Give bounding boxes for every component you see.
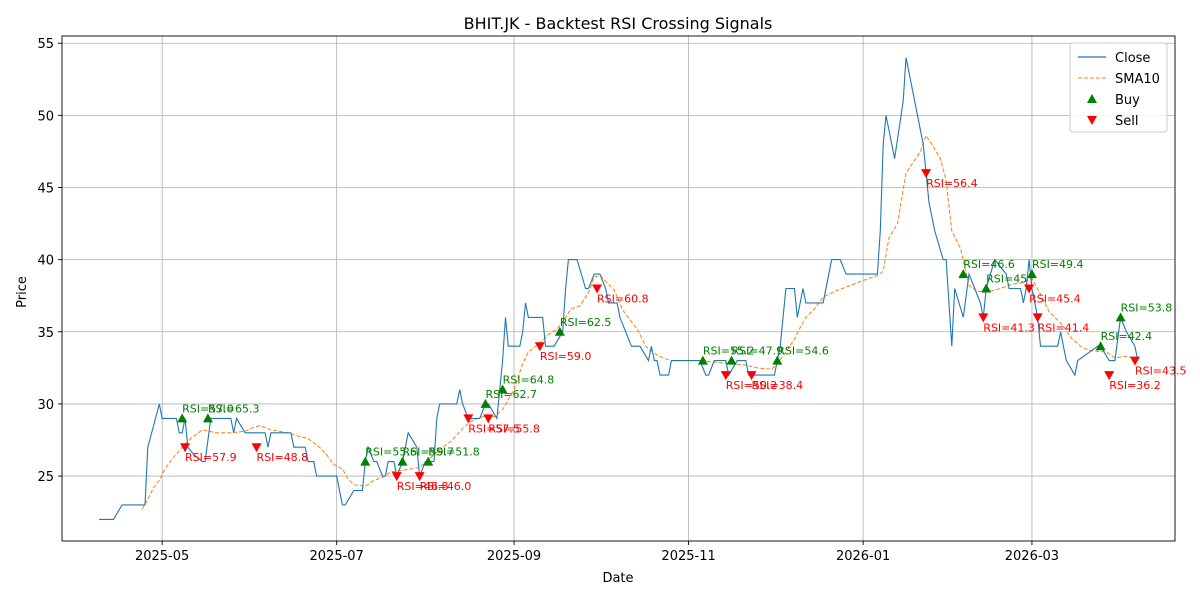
buy-signal-label: RSI=42.4	[1101, 330, 1153, 343]
sell-signal-marker	[463, 414, 474, 424]
buy-signal-label: RSI=62.7	[485, 388, 537, 401]
buy-signal-marker	[726, 355, 737, 365]
buy-signal-marker	[423, 456, 434, 466]
buy-signal-label: RSI=65.3	[208, 402, 260, 415]
legend-label-sma10: SMA10	[1115, 72, 1160, 87]
buy-signal-marker	[1026, 269, 1037, 279]
sell-signal-marker	[251, 443, 262, 453]
buy-signal-marker	[360, 456, 371, 466]
legend-buy-swatch	[1087, 94, 1097, 103]
x-tick-label: 2025-11	[661, 549, 715, 564]
buy-signal-label: RSI=59.7	[402, 446, 454, 459]
y-tick-label: 30	[37, 398, 54, 413]
sell-signal-marker	[592, 284, 603, 294]
sell-signal-label: RSI=46.0	[420, 480, 472, 493]
sell-signal-marker	[1129, 356, 1140, 366]
buy-signal-label: RSI=46.6	[963, 258, 1015, 271]
sell-signal-label: RSI=57.5	[468, 422, 520, 435]
sell-signal-label: RSI=57.9	[185, 451, 237, 464]
x-tick-label: 2025-05	[135, 549, 189, 564]
y-tick-label: 35	[37, 326, 54, 341]
close-price-line	[99, 57, 1139, 520]
buy-signal-label: RSI=55.2	[703, 345, 755, 358]
sma10-line	[141, 134, 1138, 510]
x-tick-label: 2025-07	[310, 549, 364, 564]
buy-signal-label: RSI=57.0	[182, 402, 234, 415]
sell-signal-marker	[1104, 371, 1115, 381]
buy-signal-marker	[958, 269, 969, 279]
sell-signal-label: RSI=50.2	[726, 379, 778, 392]
y-tick-label: 55	[37, 37, 54, 52]
buy-signal-label: RSI=64.8	[503, 374, 555, 387]
legend-label-sell: Sell	[1115, 114, 1138, 129]
legend-sell-swatch	[1087, 116, 1097, 125]
buy-signal-marker	[772, 355, 783, 365]
buy-signal-label: RSI=53.8	[1121, 301, 1173, 314]
sell-signal-label: RSI=43.5	[1135, 365, 1187, 378]
sell-signal-marker	[414, 472, 425, 482]
buy-signal-marker	[497, 384, 508, 394]
buy-signal-marker	[397, 456, 408, 466]
sell-signal-label: RSI=60.8	[597, 293, 649, 306]
x-tick-label: 2026-03	[1005, 549, 1059, 564]
y-tick-label: 50	[37, 109, 54, 124]
sell-signal-label: RSI=55.8	[488, 422, 540, 435]
buy-signal-marker	[1095, 341, 1106, 351]
sell-signal-label: RSI=46.8	[397, 480, 449, 493]
y-tick-label: 45	[37, 182, 54, 197]
plot-frame	[61, 35, 1176, 542]
sell-signal-marker	[534, 342, 545, 352]
buy-signal-label: RSI=55.6	[365, 446, 417, 459]
legend-box	[1069, 42, 1168, 133]
sell-signal-label: RSI=45.4	[1029, 293, 1081, 306]
buy-signal-label: RSI=54.6	[777, 345, 829, 358]
y-tick-label: 25	[37, 470, 54, 485]
x-tick-label: 2025-09	[487, 549, 541, 564]
sell-signal-marker	[720, 371, 731, 381]
buy-signal-marker	[202, 413, 213, 423]
buy-signal-label: RSI=49.4	[1032, 258, 1084, 271]
legend-label-buy: Buy	[1115, 93, 1140, 108]
sell-signal-label: RSI=36.2	[1109, 379, 1161, 392]
sell-signal-label: RSI=38.4	[752, 379, 804, 392]
sell-signal-marker	[1032, 313, 1043, 323]
buy-signal-label: RSI=47.9	[732, 345, 784, 358]
buy-signal-marker	[981, 283, 992, 293]
sell-signal-marker	[746, 371, 757, 381]
buy-signal-marker	[177, 413, 188, 423]
buy-signal-marker	[480, 398, 491, 408]
sell-signal-marker	[1024, 284, 1035, 294]
sell-signal-label: RSI=48.8	[257, 451, 309, 464]
buy-signal-marker	[554, 326, 565, 336]
sell-signal-marker	[483, 414, 494, 424]
y-tick-label: 40	[37, 254, 54, 269]
sell-signal-marker	[391, 472, 402, 482]
x-tick-label: 2026-01	[836, 549, 890, 564]
sell-signal-label: RSI=41.4	[1038, 321, 1090, 334]
sell-signal-marker	[180, 443, 191, 453]
sell-signal-marker	[978, 313, 989, 323]
x-axis-label: Date	[602, 571, 633, 586]
chart-title: BHIT.JK - Backtest RSI Crossing Signals	[464, 14, 773, 33]
buy-signal-marker	[1115, 312, 1126, 322]
sell-signal-label: RSI=41.3	[983, 321, 1035, 334]
sell-signal-label: RSI=56.4	[926, 177, 978, 190]
buy-signal-label: RSI=51.8	[428, 446, 480, 459]
sell-signal-marker	[921, 169, 932, 179]
buy-signal-label: RSI=45	[986, 273, 1027, 286]
legend: Close SMA10 Buy Sell	[1069, 42, 1168, 133]
buy-signal-marker	[697, 355, 708, 365]
y-axis-label: Price	[15, 276, 30, 308]
sell-signal-label: RSI=59.0	[540, 350, 592, 363]
legend-label-close: Close	[1115, 51, 1150, 66]
buy-signal-label: RSI=62.5	[560, 316, 612, 329]
